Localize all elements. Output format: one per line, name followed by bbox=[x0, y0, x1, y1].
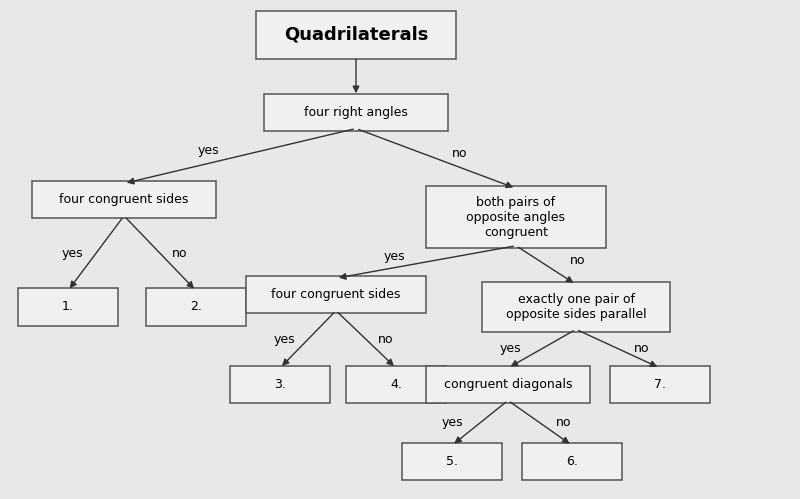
Text: 1.: 1. bbox=[62, 300, 74, 313]
Text: Quadrilaterals: Quadrilaterals bbox=[284, 26, 428, 44]
FancyBboxPatch shape bbox=[610, 365, 710, 403]
Text: congruent diagonals: congruent diagonals bbox=[444, 378, 572, 391]
Text: four right angles: four right angles bbox=[304, 106, 408, 119]
FancyBboxPatch shape bbox=[32, 181, 216, 219]
Text: no: no bbox=[570, 253, 586, 266]
FancyBboxPatch shape bbox=[426, 186, 606, 249]
FancyBboxPatch shape bbox=[402, 443, 502, 480]
Text: yes: yes bbox=[273, 333, 295, 346]
Text: yes: yes bbox=[441, 416, 463, 430]
Text: no: no bbox=[172, 247, 188, 260]
FancyBboxPatch shape bbox=[246, 276, 426, 313]
Text: no: no bbox=[634, 342, 650, 355]
Text: 6.: 6. bbox=[566, 455, 578, 468]
Text: 2.: 2. bbox=[190, 300, 202, 313]
Text: 3.: 3. bbox=[274, 378, 286, 391]
Text: no: no bbox=[556, 416, 572, 430]
Text: 5.: 5. bbox=[446, 455, 458, 468]
Text: exactly one pair of
opposite sides parallel: exactly one pair of opposite sides paral… bbox=[506, 293, 646, 321]
FancyBboxPatch shape bbox=[230, 365, 330, 403]
Text: yes: yes bbox=[499, 342, 521, 355]
FancyBboxPatch shape bbox=[264, 94, 448, 131]
Text: no: no bbox=[452, 147, 468, 160]
FancyBboxPatch shape bbox=[256, 11, 456, 59]
Text: no: no bbox=[378, 333, 394, 346]
Text: yes: yes bbox=[383, 250, 405, 263]
FancyBboxPatch shape bbox=[522, 443, 622, 480]
Text: four congruent sides: four congruent sides bbox=[59, 193, 189, 206]
Text: both pairs of
opposite angles
congruent: both pairs of opposite angles congruent bbox=[466, 196, 566, 239]
FancyBboxPatch shape bbox=[426, 365, 590, 403]
FancyBboxPatch shape bbox=[482, 282, 670, 332]
FancyBboxPatch shape bbox=[346, 365, 446, 403]
FancyBboxPatch shape bbox=[18, 288, 118, 326]
FancyBboxPatch shape bbox=[146, 288, 246, 326]
Text: yes: yes bbox=[61, 247, 83, 260]
Text: 4.: 4. bbox=[390, 378, 402, 391]
Text: yes: yes bbox=[197, 144, 219, 158]
Text: 7.: 7. bbox=[654, 378, 666, 391]
Text: four congruent sides: four congruent sides bbox=[271, 288, 401, 301]
